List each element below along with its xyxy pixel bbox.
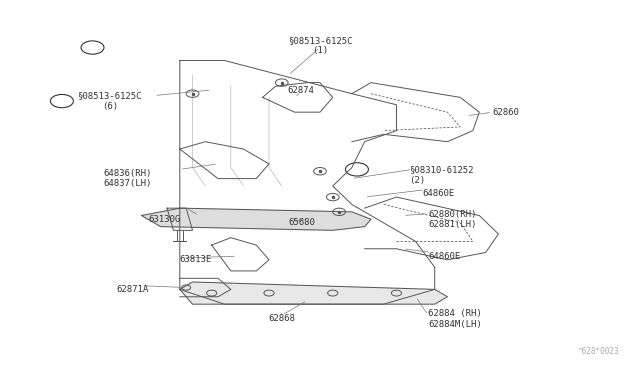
Text: 64860E: 64860E bbox=[428, 251, 461, 261]
Text: 65680: 65680 bbox=[288, 218, 315, 227]
Text: 62868: 62868 bbox=[268, 314, 295, 323]
Text: §08310-61252
(2): §08310-61252 (2) bbox=[409, 165, 474, 185]
Text: 62874: 62874 bbox=[287, 86, 314, 94]
Text: 62860: 62860 bbox=[492, 108, 519, 117]
Text: ^628*0023: ^628*0023 bbox=[578, 347, 620, 356]
Text: 62880(RH)
62881(LH): 62880(RH) 62881(LH) bbox=[428, 209, 477, 229]
Text: §08513-6125C
(1): §08513-6125C (1) bbox=[288, 36, 352, 55]
Text: §08513-6125C
(6): §08513-6125C (6) bbox=[77, 92, 142, 111]
Text: 64836(RH)
64837(LH): 64836(RH) 64837(LH) bbox=[103, 169, 152, 188]
Text: 63130G: 63130G bbox=[148, 215, 180, 224]
Text: 64860E: 64860E bbox=[422, 189, 454, 198]
Text: 62871A: 62871A bbox=[116, 285, 148, 294]
Text: 62884 (RH)
62884M(LH): 62884 (RH) 62884M(LH) bbox=[428, 309, 482, 328]
Text: 63813E: 63813E bbox=[180, 255, 212, 264]
Polygon shape bbox=[180, 282, 447, 304]
Polygon shape bbox=[141, 208, 371, 230]
